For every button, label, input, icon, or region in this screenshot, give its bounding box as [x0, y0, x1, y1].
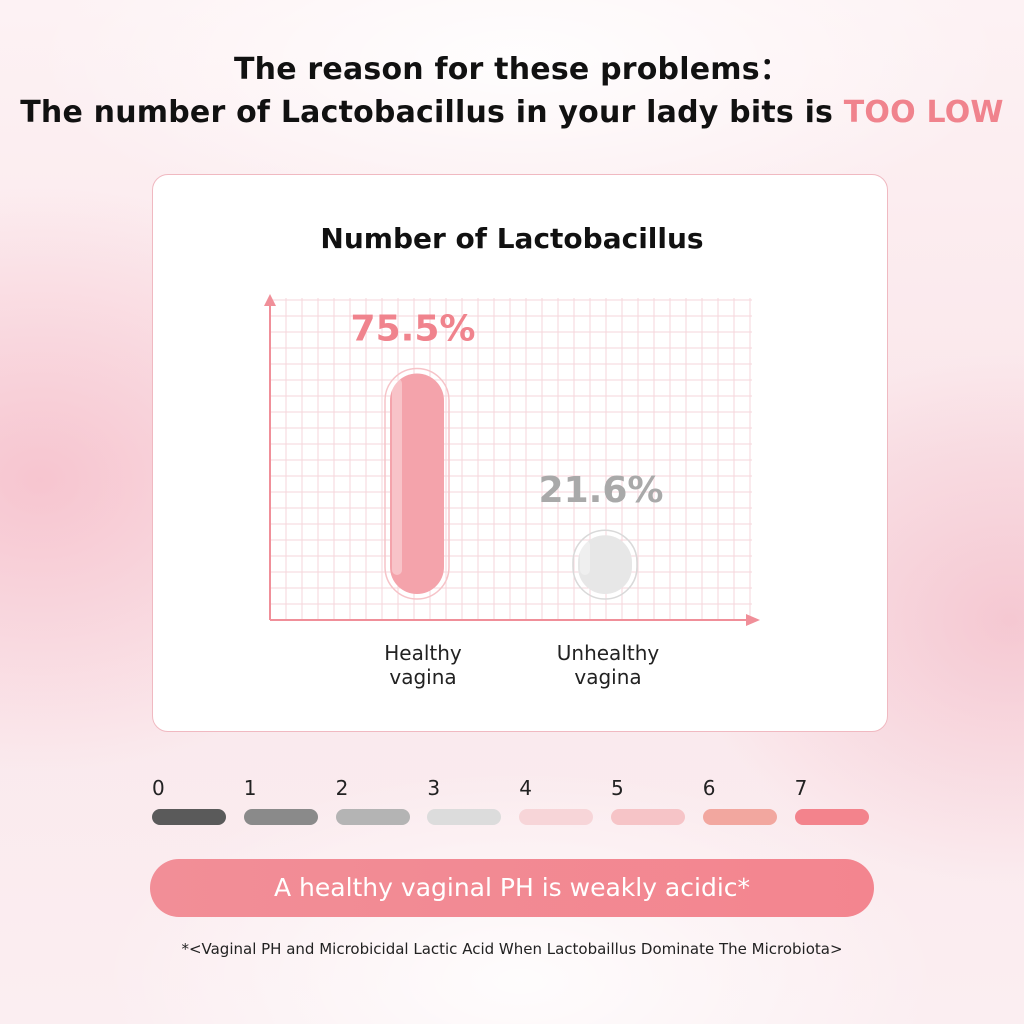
- ph-scale-bar: [794, 809, 869, 825]
- headline-line-2: The number of Lactobacillus in your lady…: [0, 95, 1024, 130]
- ph-scale-item: 0: [152, 776, 226, 828]
- ph-scale-number: 0: [152, 776, 165, 800]
- ph-scale-number: 3: [427, 776, 441, 800]
- footnote: *<Vaginal PH and Microbicidal Lactic Aci…: [181, 940, 843, 958]
- ph-scale-bar: [152, 809, 226, 825]
- ph-scale-bar: [243, 809, 318, 825]
- ph-scale-item: 4: [519, 776, 594, 828]
- ph-scale-item: 7: [794, 776, 869, 828]
- bar-highlight-1: [580, 540, 590, 575]
- category-label-unhealthy: Unhealthy vagina: [508, 641, 708, 689]
- ph-scale-bar: [335, 809, 410, 825]
- chart-card: [152, 174, 888, 732]
- bar-0: [390, 373, 444, 594]
- ph-scale-number: 7: [794, 776, 808, 800]
- ph-scale-item: 2: [335, 776, 410, 828]
- acidic-banner: A healthy vaginal PH is weakly acidic*: [150, 859, 874, 917]
- category-label-healthy: Healthy vagina: [323, 641, 523, 689]
- category-label-line: Healthy: [384, 641, 462, 665]
- y-axis-arrow: [264, 294, 276, 306]
- ph-scale-item: 6: [702, 776, 777, 828]
- bar-outline-1: [572, 529, 638, 600]
- category-label-line: vagina: [574, 665, 642, 689]
- ph-scale-item: 5: [611, 776, 685, 828]
- ph-scale-bar: [427, 809, 502, 825]
- ph-scale-bar: [702, 809, 777, 825]
- headline-line-2-text: The number of Lactobacillus in your lady…: [20, 95, 844, 130]
- ph-scale-bar: [611, 809, 685, 825]
- x-axis-arrow: [746, 614, 760, 626]
- bar-1: [578, 535, 632, 594]
- ph-scale-number: 1: [243, 776, 257, 800]
- ph-scale-item: 1: [243, 776, 318, 828]
- ph-scale-number: 6: [702, 776, 716, 800]
- data-label-1: 21.6%: [539, 470, 664, 511]
- headline-line-1: The reason for these problems：: [234, 52, 790, 87]
- bar-outline-0: [384, 367, 450, 600]
- data-label-0: 75.5%: [351, 309, 476, 350]
- ph-scale: 0 1 2 3 4 5 6 7: [152, 776, 872, 828]
- ph-scale-bar: [519, 809, 594, 825]
- ph-scale-number: 2: [335, 776, 349, 800]
- category-label-line: vagina: [389, 665, 457, 689]
- ph-scale-number: 5: [611, 776, 624, 800]
- ph-scale-item: 3: [427, 776, 502, 828]
- ph-scale-number: 4: [519, 776, 532, 800]
- chart-title: Number of Lactobacillus: [320, 222, 704, 255]
- bar-highlight-0: [392, 378, 402, 575]
- headline-accent: TOO LOW: [843, 95, 1004, 130]
- category-label-line: Unhealthy: [556, 641, 660, 665]
